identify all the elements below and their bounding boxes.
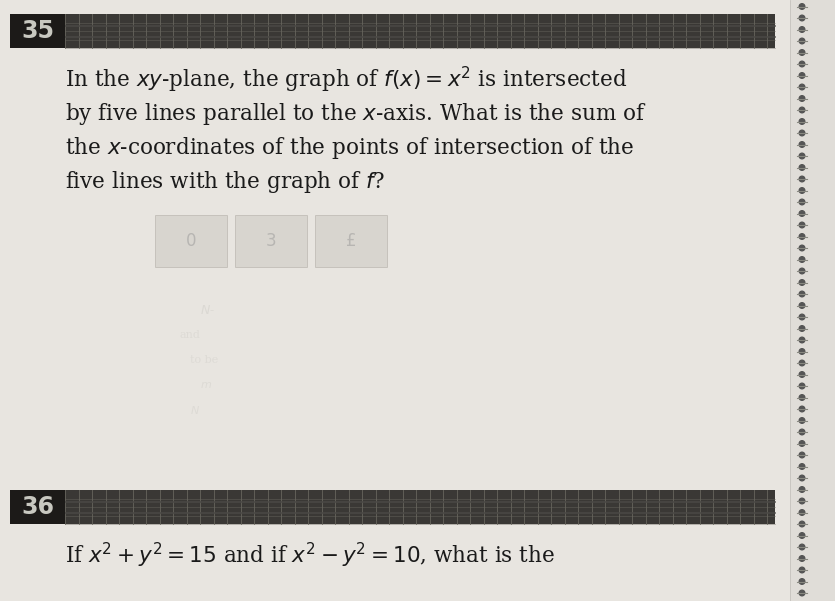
Circle shape [799,498,805,504]
Circle shape [799,532,805,538]
Circle shape [799,4,805,9]
Text: by five lines parallel to the $x$-axis. What is the sum of: by five lines parallel to the $x$-axis. … [65,101,646,127]
Circle shape [799,395,805,400]
Circle shape [799,222,805,228]
Circle shape [799,245,805,251]
Circle shape [799,234,805,239]
Text: 36: 36 [21,495,54,519]
Bar [10,14,65,48]
Circle shape [799,475,805,481]
Text: 35: 35 [21,19,54,43]
Bar [235,215,307,267]
Text: to be: to be [190,355,218,365]
Circle shape [799,153,805,159]
Circle shape [799,38,805,44]
Text: $N$-: $N$- [200,304,215,317]
Circle shape [799,510,805,515]
Circle shape [799,441,805,447]
Circle shape [799,50,805,55]
Circle shape [799,73,805,78]
Text: and: and [180,330,201,340]
Circle shape [799,406,805,412]
Text: $m$: $m$ [200,380,212,390]
Circle shape [799,556,805,561]
Text: five lines with the graph of $f$?: five lines with the graph of $f$? [65,169,386,195]
Circle shape [799,383,805,389]
Circle shape [799,268,805,274]
Circle shape [799,337,805,343]
Circle shape [799,418,805,423]
Bar [10,490,775,524]
Circle shape [799,176,805,182]
Circle shape [799,211,805,216]
Circle shape [799,303,805,308]
Circle shape [799,84,805,90]
Circle shape [799,107,805,113]
Text: 3: 3 [266,232,276,250]
Circle shape [799,119,805,124]
Circle shape [799,199,805,205]
Bar [10,14,775,48]
Circle shape [799,61,805,67]
Text: 0: 0 [185,232,196,250]
Circle shape [799,429,805,435]
Circle shape [799,371,805,377]
Circle shape [799,567,805,573]
Circle shape [799,349,805,355]
Bar [315,215,387,267]
Circle shape [799,579,805,584]
Text: In the $xy$-plane, the graph of $f(x)=x^2$ is intersected: In the $xy$-plane, the graph of $f(x)=x^… [65,65,627,95]
Circle shape [799,360,805,366]
Circle shape [799,452,805,458]
Circle shape [799,521,805,527]
Circle shape [799,257,805,262]
Circle shape [799,487,805,492]
Circle shape [799,544,805,550]
Circle shape [799,26,805,32]
Bar [10,490,65,524]
Text: $N$: $N$ [190,404,200,416]
Bar [155,215,227,267]
Text: If $x^2+y^2=15$ and if $x^2-y^2=10$, what is the: If $x^2+y^2=15$ and if $x^2-y^2=10$, wha… [65,540,555,570]
Circle shape [799,314,805,320]
Circle shape [799,188,805,194]
Text: £: £ [346,232,357,250]
Circle shape [799,15,805,21]
Circle shape [799,142,805,147]
Bar [790,0,835,601]
Circle shape [799,130,805,136]
Circle shape [799,291,805,297]
Text: the $x$-coordinates of the points of intersection of the: the $x$-coordinates of the points of int… [65,135,635,161]
Circle shape [799,279,805,285]
Circle shape [799,464,805,469]
Circle shape [799,326,805,331]
Circle shape [799,96,805,102]
Circle shape [799,590,805,596]
Circle shape [799,165,805,170]
